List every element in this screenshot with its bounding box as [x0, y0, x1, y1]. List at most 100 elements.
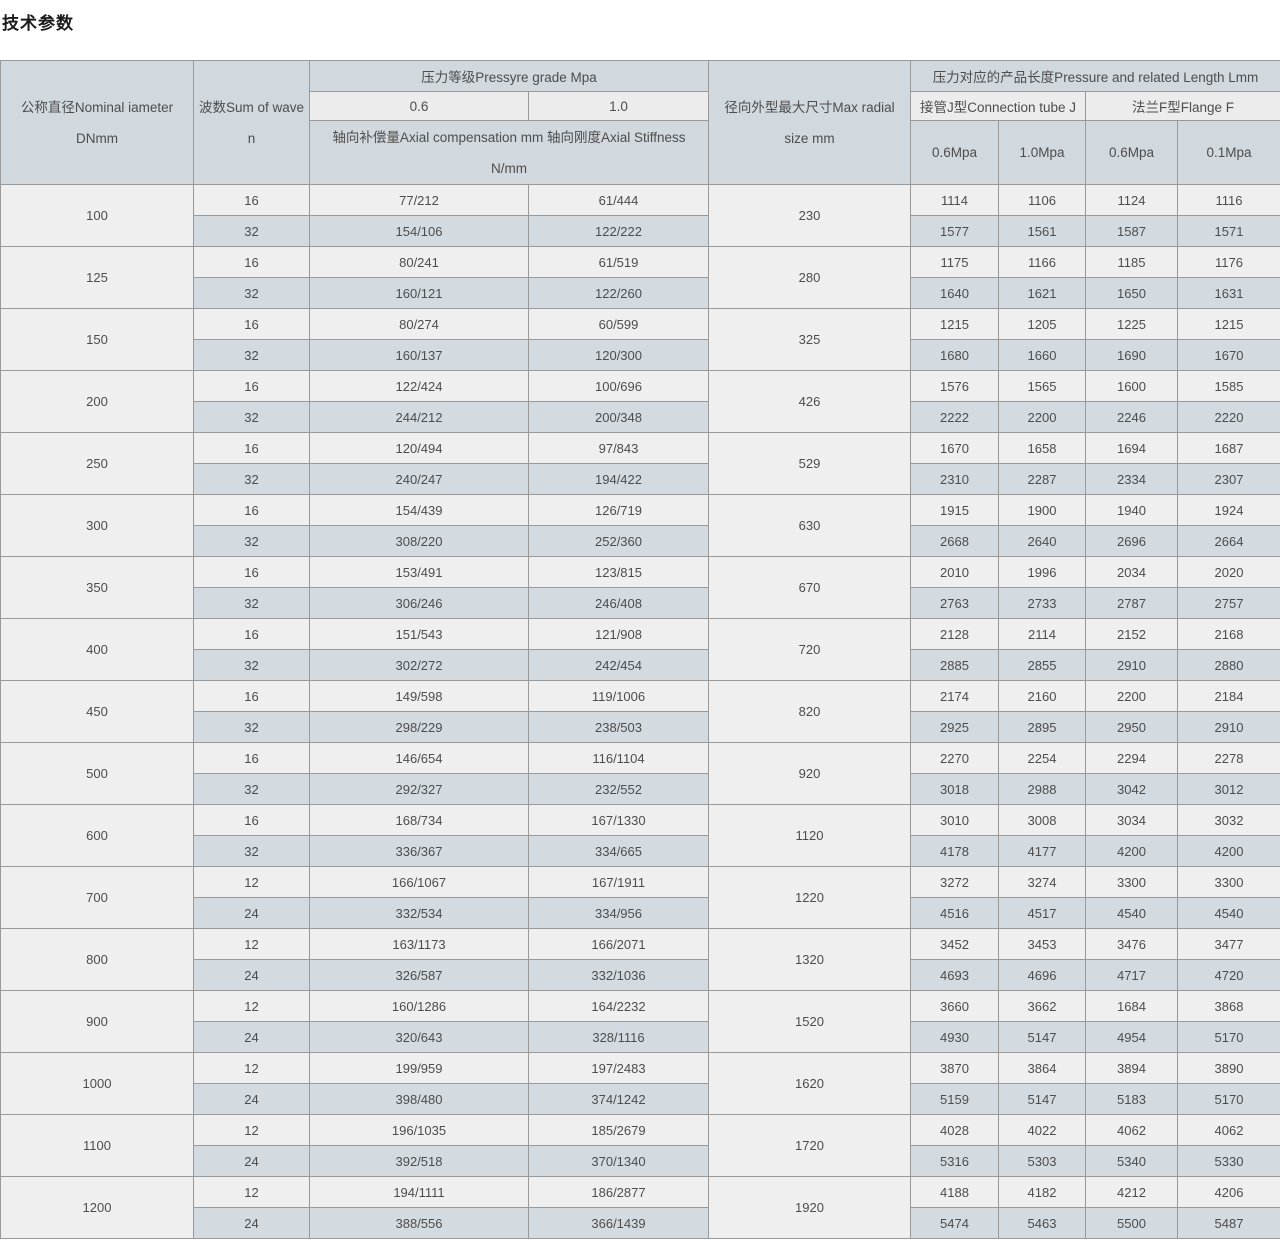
pressure-10-header: 1.0 [528, 91, 709, 121]
axial-06-cell: 320/643 [309, 1021, 529, 1053]
axial-06-cell: 196/1035 [309, 1114, 529, 1146]
len-flange-01-cell: 1571 [1177, 215, 1280, 247]
table-row: 200 16 122/424 100/696 426 1576 1565 1600 1585 [0, 370, 1280, 433]
table-row: 32 308/220 252/360 2668 2640 2696 2664 [1, 525, 1280, 557]
dn-cell: 800 [0, 928, 194, 991]
len-flange-01-cell: 1924 [1177, 494, 1280, 526]
axial-10-cell: 200/348 [528, 401, 709, 433]
axial-06-cell: 292/327 [309, 773, 529, 805]
axial-06-cell: 77/212 [309, 184, 529, 216]
len-flange-01-cell: 1687 [1177, 432, 1280, 464]
len-flange-06-cell: 4200 [1085, 835, 1178, 867]
axial-10-cell: 122/260 [528, 277, 709, 309]
len-tube-06-cell: 5316 [910, 1145, 999, 1177]
axial-compensation-line2: N/mm [491, 160, 527, 176]
len-col-header-flange-06: 0.6Mpa [1085, 120, 1178, 185]
len-flange-06-cell: 1650 [1085, 277, 1178, 309]
len-tube-06-cell: 4178 [910, 835, 999, 867]
len-tube-10-cell: 3008 [998, 804, 1086, 836]
len-tube-10-cell: 1900 [998, 494, 1086, 526]
waves-cell: 16 [193, 556, 310, 588]
dn-cell: 600 [0, 804, 194, 867]
waves-cell: 16 [193, 804, 310, 836]
radial-cell: 720 [708, 618, 911, 681]
table-row: 32 298/229 238/503 2925 2895 2950 2910 [1, 711, 1280, 743]
table-row: 24 398/480 374/1242 5159 5147 5183 5170 [1, 1083, 1280, 1115]
axial-10-cell: 374/1242 [528, 1083, 709, 1115]
waves-cell: 32 [193, 773, 310, 805]
len-flange-01-cell: 1176 [1177, 246, 1280, 278]
col-radial-header: 径向外型最大尺寸Max radial size mm [708, 60, 911, 185]
axial-06-cell: 120/494 [309, 432, 529, 464]
len-flange-06-cell: 1684 [1085, 990, 1178, 1022]
col-waves-line1: 波数Sum of wave [198, 99, 305, 115]
dn-cell: 300 [0, 494, 194, 557]
axial-10-cell: 120/300 [528, 339, 709, 371]
waves-cell: 12 [193, 1052, 310, 1084]
axial-10-cell: 238/503 [528, 711, 709, 743]
len-tube-06-cell: 1915 [910, 494, 999, 526]
table-row: 24 392/518 370/1340 5316 5303 5340 5330 [1, 1145, 1280, 1177]
len-tube-10-cell: 2287 [998, 463, 1086, 495]
waves-cell: 24 [193, 959, 310, 991]
radial-cell: 426 [708, 370, 911, 433]
waves-cell: 12 [193, 1176, 310, 1208]
col-radial-line1: 径向外型最大尺寸Max radial [724, 99, 895, 115]
radial-cell: 630 [708, 494, 911, 557]
axial-06-cell: 336/367 [309, 835, 529, 867]
table-row: 700 12 166/1067 167/1911 1220 3272 3274 3300 330… [0, 866, 1280, 929]
len-tube-10-cell: 1106 [998, 184, 1086, 216]
len-tube-10-cell: 1621 [998, 277, 1086, 309]
axial-10-cell: 61/519 [528, 246, 709, 278]
flange-header: 法兰F型Flange F [1085, 91, 1280, 121]
len-tube-06-cell: 5474 [910, 1207, 999, 1239]
axial-06-cell: 332/534 [309, 897, 529, 929]
len-tube-06-cell: 3018 [910, 773, 999, 805]
len-tube-06-cell: 1576 [910, 370, 999, 402]
waves-cell: 32 [193, 525, 310, 557]
table-row: 125 16 80/241 61/519 280 1175 1166 1185 1176 [0, 246, 1280, 309]
len-tube-10-cell: 2988 [998, 773, 1086, 805]
axial-10-cell: 252/360 [528, 525, 709, 557]
waves-cell: 32 [193, 463, 310, 495]
tech-params-table: 公称直径Nominal iameter DNmm 波数Sum of wave n… [0, 60, 1280, 1239]
dn-cell: 125 [0, 246, 194, 309]
len-tube-10-cell: 1166 [998, 246, 1086, 278]
table-row: 1000 12 199/959 197/2483 1620 3870 3864 3894 389… [0, 1052, 1280, 1115]
waves-cell: 12 [193, 990, 310, 1022]
pressure-grade-group-header: 压力等级Pressyre grade Mpa [309, 60, 709, 92]
axial-10-cell: 166/2071 [528, 928, 709, 960]
len-tube-10-cell: 4182 [998, 1176, 1086, 1208]
table-row: 24 326/587 332/1036 4693 4696 4717 4720 [1, 959, 1280, 991]
len-flange-01-cell: 5330 [1177, 1145, 1280, 1177]
dn-cell: 1100 [0, 1114, 194, 1177]
table-row: 1200 12 194/1111 186/2877 1920 4188 4182 4212 42… [0, 1176, 1280, 1239]
len-col-header-tube-06: 0.6Mpa [910, 120, 999, 185]
dn-cell: 1200 [0, 1176, 194, 1239]
axial-10-cell: 119/1006 [528, 680, 709, 712]
len-flange-06-cell: 1225 [1085, 308, 1178, 340]
axial-06-cell: 160/1286 [309, 990, 529, 1022]
waves-cell: 24 [193, 1083, 310, 1115]
len-flange-01-cell: 3012 [1177, 773, 1280, 805]
axial-10-cell: 100/696 [528, 370, 709, 402]
axial-10-cell: 232/552 [528, 773, 709, 805]
radial-cell: 280 [708, 246, 911, 309]
len-tube-10-cell: 2855 [998, 649, 1086, 681]
dn-cell: 250 [0, 432, 194, 495]
axial-10-cell: 167/1911 [528, 866, 709, 898]
axial-10-cell: 366/1439 [528, 1207, 709, 1239]
len-flange-06-cell: 4954 [1085, 1021, 1178, 1053]
waves-cell: 24 [193, 1207, 310, 1239]
len-tube-06-cell: 1577 [910, 215, 999, 247]
waves-cell: 16 [193, 184, 310, 216]
axial-10-cell: 246/408 [528, 587, 709, 619]
axial-06-cell: 160/137 [309, 339, 529, 371]
axial-10-cell: 242/454 [528, 649, 709, 681]
len-tube-06-cell: 2010 [910, 556, 999, 588]
len-tube-10-cell: 3662 [998, 990, 1086, 1022]
len-tube-06-cell: 1670 [910, 432, 999, 464]
table-row: 100 16 77/212 61/444 230 1114 1106 1124 1116 [0, 184, 1280, 247]
len-tube-06-cell: 4516 [910, 897, 999, 929]
len-tube-10-cell: 2160 [998, 680, 1086, 712]
